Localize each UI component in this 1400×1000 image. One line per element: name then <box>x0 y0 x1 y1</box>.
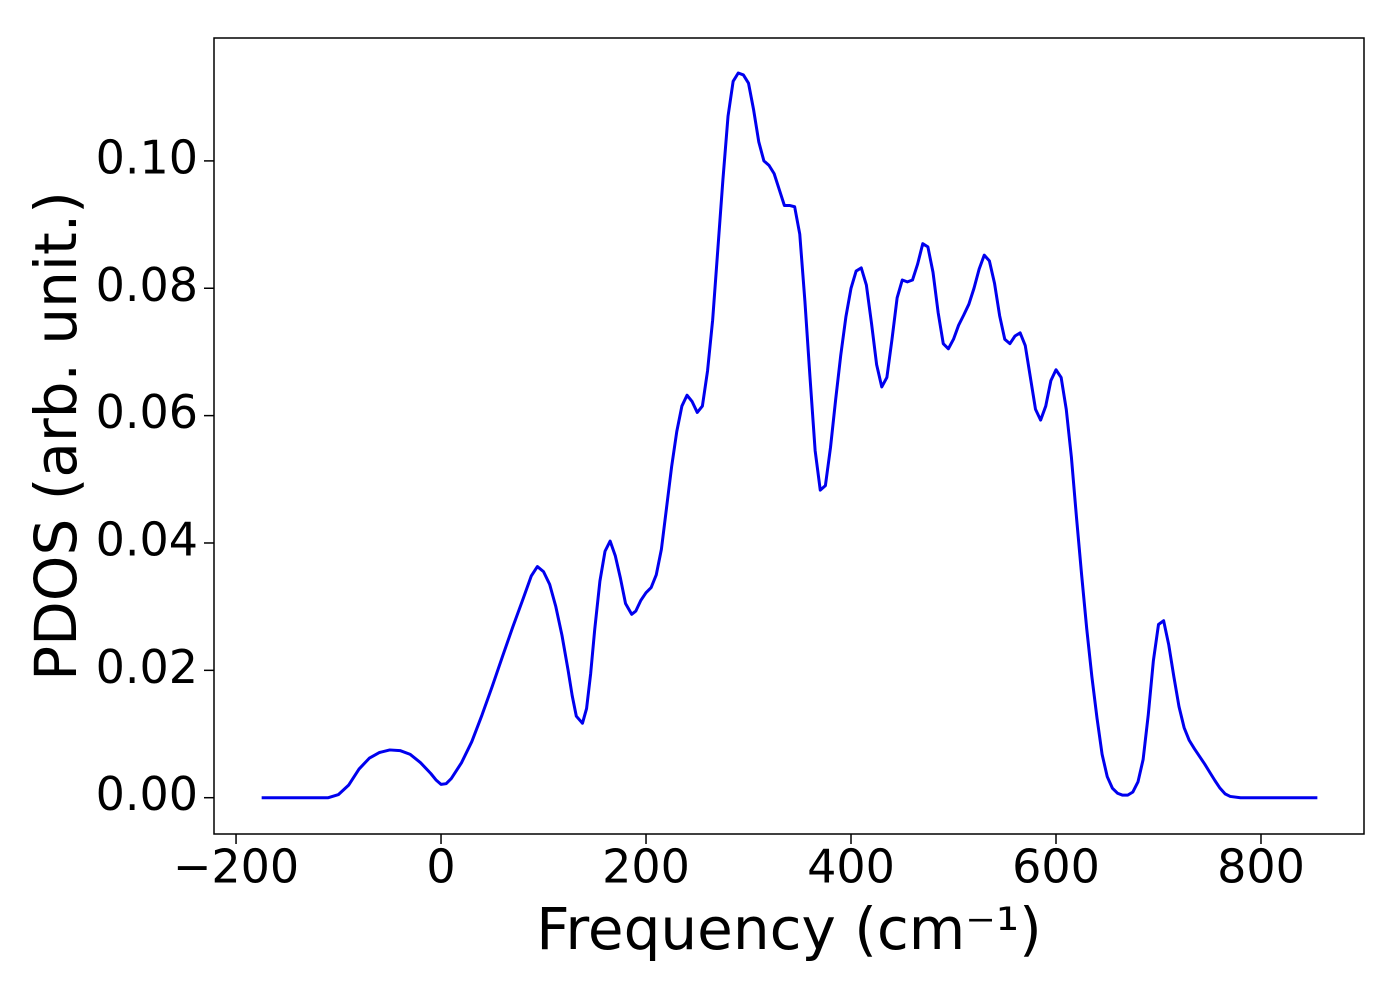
y-tick-label: 0.06 <box>96 385 198 439</box>
y-tick-label: 0.04 <box>96 512 198 566</box>
y-tick-label: 0.00 <box>96 767 198 821</box>
x-tick-label: 800 <box>1217 840 1305 894</box>
y-axis-label: PDOS (arb. unit.) <box>22 191 90 681</box>
plot-frame <box>213 37 1365 835</box>
x-tick-label: 600 <box>1012 840 1100 894</box>
line-series <box>261 71 1318 800</box>
x-tick-label: 0 <box>426 840 455 894</box>
y-tick-label: 0.08 <box>96 258 198 312</box>
x-tick-label: 200 <box>602 840 690 894</box>
y-tick-label: 0.10 <box>96 130 198 184</box>
x-tick-label: −200 <box>173 840 299 894</box>
x-tick-label: 400 <box>807 840 895 894</box>
x-axis-label: Frequency (cm⁻¹) <box>536 895 1042 963</box>
y-tick-label: 0.02 <box>96 640 198 694</box>
